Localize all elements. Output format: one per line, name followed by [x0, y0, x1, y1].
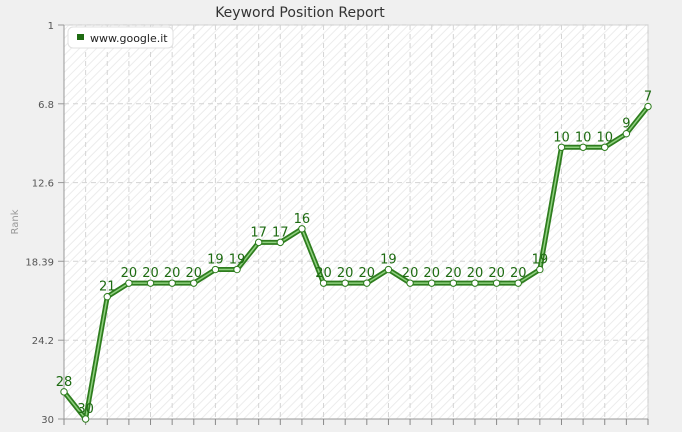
data-point-21[interactable] [514, 279, 522, 287]
data-point-8[interactable] [233, 265, 241, 274]
legend-box [67, 26, 174, 49]
data-label-1: 30 [77, 402, 94, 417]
data-point-22[interactable] [536, 265, 544, 274]
data-label-19: 20 [467, 266, 484, 281]
y-tick-label-3: 18.39 [25, 257, 54, 268]
legend[interactable]: www.google.it [67, 26, 174, 49]
data-point-24[interactable] [579, 143, 587, 151]
data-point-18[interactable] [449, 279, 458, 287]
data-point-23[interactable] [557, 143, 566, 151]
data-point-27[interactable] [644, 102, 652, 111]
y-axis-label: Rank [10, 209, 21, 234]
data-label-13: 20 [337, 266, 354, 281]
y-tick-label-2: 12.6 [32, 179, 54, 190]
data-point-14[interactable] [363, 279, 371, 287]
data-label-0: 28 [56, 375, 73, 390]
data-point-15[interactable] [384, 265, 393, 274]
data-point-16[interactable] [406, 279, 414, 287]
data-label-21: 20 [510, 266, 527, 281]
data-label-4: 20 [142, 266, 159, 281]
data-label-25: 10 [596, 130, 613, 145]
grid-lines [63, 24, 649, 420]
data-point-6[interactable] [190, 279, 198, 287]
data-label-5: 20 [164, 266, 181, 281]
data-point-11[interactable] [298, 225, 306, 233]
data-label-7: 19 [207, 253, 224, 268]
y-tick-label-5: 30 [41, 415, 54, 426]
series-line-highlight [63, 106, 649, 420]
data-label-8: 19 [229, 253, 246, 268]
data-point-19[interactable] [471, 279, 479, 287]
y-axis-ticks: 1 6.8 12.6 18.39 24.2 30 [25, 21, 64, 426]
data-label-16: 20 [402, 266, 419, 281]
data-point-26[interactable] [622, 129, 631, 138]
data-point-12[interactable] [319, 279, 328, 287]
data-label-15: 19 [380, 253, 397, 268]
data-point-7[interactable] [211, 265, 220, 274]
chart-title: Keyword Position Report [215, 5, 385, 21]
plot-area [63, 24, 649, 420]
y-tick-label-0: 1 [48, 21, 54, 32]
data-label-17: 20 [423, 266, 440, 281]
x-axis-ticks [63, 419, 649, 425]
data-label-23: 10 [553, 130, 570, 145]
y-tick-label-4: 24.2 [32, 336, 54, 347]
data-label-24: 10 [575, 130, 592, 145]
data-label-2: 21 [99, 280, 116, 295]
data-label-27: 7 [644, 90, 652, 105]
data-point-5[interactable] [168, 279, 176, 287]
data-label-20: 20 [488, 266, 505, 281]
data-label-18: 20 [445, 266, 462, 281]
data-point-4[interactable] [146, 279, 155, 287]
legend-flag-icon [77, 34, 84, 40]
data-point-1[interactable] [81, 415, 90, 423]
series-google-it [60, 102, 652, 423]
data-point-17[interactable] [428, 279, 436, 287]
data-label-22: 19 [532, 253, 549, 268]
data-point-2[interactable] [103, 293, 111, 301]
data-point-20[interactable] [492, 279, 501, 287]
data-label-9: 17 [250, 225, 267, 240]
data-label-12: 20 [315, 266, 332, 281]
data-label-10: 17 [272, 225, 289, 240]
data-point-10[interactable] [276, 238, 284, 247]
data-point-0[interactable] [60, 388, 68, 396]
data-label-6: 20 [186, 266, 203, 281]
data-point-9[interactable] [254, 238, 263, 247]
data-label-11: 16 [294, 212, 311, 227]
data-point-3[interactable] [125, 279, 133, 287]
legend-entry-google: www.google.it [90, 32, 168, 45]
data-label-14: 20 [359, 266, 376, 281]
data-label-26: 9 [622, 117, 630, 132]
data-point-25[interactable] [601, 143, 609, 151]
data-point-13[interactable] [341, 279, 349, 287]
y-tick-label-1: 6.8 [38, 100, 54, 111]
data-labels: 28 30 21 20 20 20 20 19 19 17 17 16 20 20 20 19 20 20 20 20… [56, 90, 652, 417]
data-label-3: 20 [121, 266, 138, 281]
